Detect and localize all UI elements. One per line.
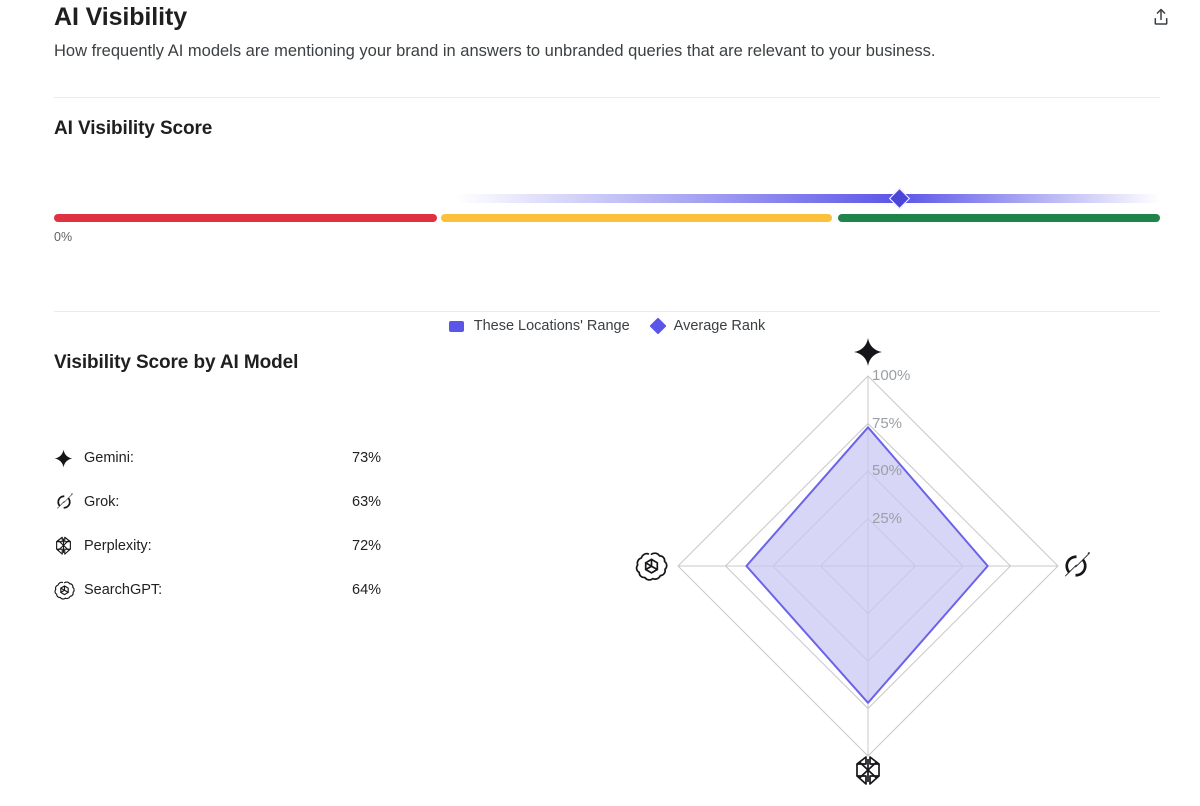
axis-start-label: 0%: [54, 230, 73, 244]
score-legend: These Locations' Range Average Rank: [54, 317, 1160, 335]
model-row: SearchGPT: 64%: [54, 568, 524, 612]
model-score-value: 64%: [352, 582, 382, 598]
visibility-by-model-section: Visibility Score by AI Model Gemini: 73% G…: [54, 352, 524, 612]
legend-item-range: These Locations' Range: [448, 318, 630, 334]
score-scale: [54, 214, 1160, 222]
radar-ring-label-75: 75%: [872, 414, 903, 432]
model-name: SearchGPT:: [84, 582, 163, 598]
searchgpt-openai-icon: [54, 580, 84, 601]
radar-chart-svg: [677, 375, 1059, 757]
legend-square-swatch: [448, 320, 464, 332]
model-list: Gemini: 73% Grok: 63% Perplexity: 72% SearchGP…: [54, 436, 524, 612]
model-row: Grok: 63%: [54, 480, 524, 524]
radar-axis-icon-searchgpt: [630, 545, 672, 587]
model-name: Gemini:: [84, 450, 134, 466]
grok-slash-icon: [54, 492, 84, 512]
model-score-value: 63%: [352, 494, 382, 510]
scale-segment-poor: [54, 214, 437, 222]
radar-axis-icon-grok: [1055, 545, 1097, 587]
average-rank-marker[interactable]: [888, 187, 911, 210]
share-button[interactable]: [1144, 2, 1178, 36]
score-bar-area: 0% These Locations' Range Average Rank: [54, 180, 1160, 335]
scale-segment-good: [838, 214, 1160, 222]
divider-top: [54, 97, 1160, 98]
legend-label-average-rank: Average Rank: [673, 318, 766, 334]
locations-range-bar: [456, 194, 1160, 203]
model-section-title: Visibility Score by AI Model: [54, 352, 299, 373]
radar-axis-icon-perplexity: [848, 750, 888, 792]
radar-axis-icon-gemini: [848, 332, 888, 372]
model-row: Gemini: 73%: [54, 436, 524, 480]
share-upload-icon: [1151, 7, 1171, 31]
radar-ring-label-100: 100%: [872, 367, 911, 384]
scale-segment-average: [441, 214, 832, 222]
radar-data-polygon: [745, 426, 989, 704]
model-name: Grok:: [84, 494, 120, 510]
legend-item-average-rank: Average Rank: [649, 317, 766, 335]
page-subtitle: How frequently AI models are mentioning …: [54, 42, 936, 60]
radar-ring-label-50: 50%: [872, 462, 903, 479]
page-title: AI Visibility: [54, 3, 188, 31]
radar-chart: 100% 75% 50% 25%: [600, 326, 1160, 801]
legend-label-range: These Locations' Range: [473, 318, 630, 334]
perplexity-icon: [54, 536, 84, 556]
model-row: Perplexity: 72%: [54, 524, 524, 568]
ai-visibility-score-section: AI Visibility Score 0% These Locations' …: [54, 118, 1160, 335]
score-section-title: AI Visibility Score: [54, 118, 213, 139]
page-header: AI Visibility How frequently AI models a…: [54, 0, 1168, 62]
gemini-sparkle-icon: [54, 449, 84, 468]
divider-middle: [54, 311, 1160, 312]
model-name: Perplexity:: [84, 538, 152, 554]
model-score-value: 72%: [352, 538, 382, 554]
model-score-value: 73%: [352, 450, 382, 466]
radar-ring-label-25: 25%: [872, 509, 903, 527]
